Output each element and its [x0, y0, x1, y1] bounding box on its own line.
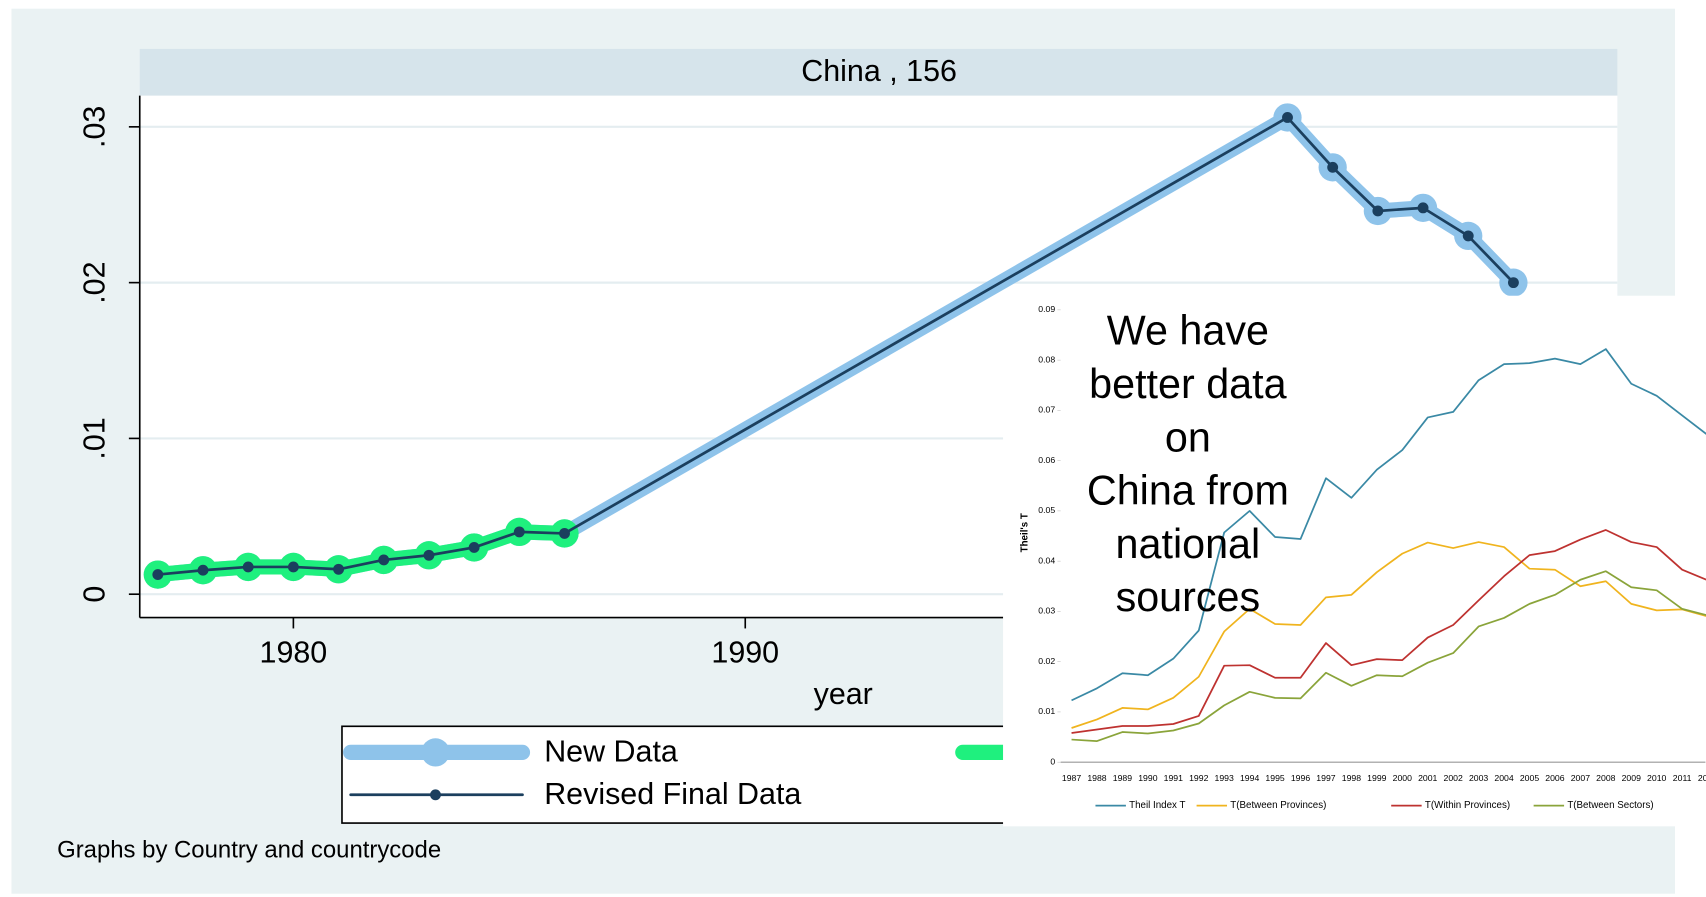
annotation-line: China from [1087, 468, 1289, 514]
x-tick-label: 1999 [1367, 773, 1386, 783]
marker [468, 542, 480, 553]
x-tick-label: 1989 [1113, 773, 1132, 783]
inset-y-axis-title: Theil's T [1019, 513, 1030, 552]
inset-background [1003, 295, 1706, 827]
x-tick-label: 2004 [1494, 773, 1513, 783]
legend-box [341, 725, 1104, 824]
legend-marker [421, 738, 450, 767]
legend-label: T(Within Provinces) [1425, 800, 1510, 811]
marker [559, 528, 570, 539]
x-tick-label: 2001 [1418, 773, 1437, 783]
x-tick-label: 1996 [1291, 773, 1310, 783]
y-tick-label: 0.08 [1038, 354, 1055, 364]
series-line [1071, 529, 1706, 734]
marker [197, 564, 209, 576]
marker [242, 561, 254, 573]
marker [423, 549, 435, 561]
annotation-line: on [1165, 414, 1211, 460]
series-line [1071, 570, 1706, 742]
main-chart: 0 .01 .02 .03 1980 1990 [77, 95, 1618, 670]
x-tick-label: 2011 [1673, 773, 1692, 783]
x-tick-label: 1990 [711, 636, 779, 670]
annotation-line: national [1116, 521, 1261, 567]
annotation-line: We have [1107, 308, 1269, 354]
marker [1282, 112, 1293, 123]
annotation-line: sources [1116, 574, 1261, 620]
legend-label: Theil Index T [1129, 800, 1185, 811]
x-tick-label: 2002 [1444, 773, 1463, 783]
x-tick-label: 1991 [1164, 773, 1183, 783]
y-tick-label: 0.03 [1038, 606, 1055, 616]
x-tick-label: 2005 [1520, 773, 1539, 783]
subtitle-bar [139, 48, 1618, 96]
marker [1462, 230, 1474, 242]
x-tick-label: 2012 [1698, 773, 1706, 783]
y-tick-label: .01 [77, 417, 111, 459]
x-tick-label: 1988 [1087, 773, 1106, 783]
x-tick-label: 1990 [1138, 773, 1157, 783]
marker [1372, 205, 1384, 217]
x-axis-title: year [814, 677, 873, 711]
annotation: We have better data on China from national so… [1087, 308, 1289, 620]
y-tick-label: 0.02 [1038, 656, 1055, 666]
inset-chart: 0 0.01 0.02 0.03 0.04 0.05 0.06 0.07 0.08 0.09 198… [1038, 304, 1706, 811]
x-tick-label: 2000 [1393, 773, 1412, 783]
marker [513, 526, 525, 538]
x-tick-label: 1987 [1062, 773, 1081, 783]
x-tick-label: 2009 [1622, 773, 1641, 783]
x-tick-label: 1995 [1265, 773, 1284, 783]
x-tick-label: 1994 [1240, 773, 1259, 783]
x-tick-label: 2003 [1469, 773, 1488, 783]
y-tick-label: 0.01 [1038, 706, 1055, 716]
legend-label: T(Between Sectors) [1567, 800, 1653, 811]
marker [1327, 161, 1339, 173]
legend: New Data Revised Final Data [343, 735, 1143, 811]
marker [378, 554, 390, 566]
x-tick-label: 2008 [1596, 773, 1615, 783]
x-tick-label: 1997 [1316, 773, 1335, 783]
y-tick-label: .03 [77, 106, 111, 148]
y-tick-label: 0.07 [1038, 405, 1055, 415]
x-tick-label: 1992 [1189, 773, 1208, 783]
y-tick-label: 0 [77, 586, 111, 603]
series-line [1071, 348, 1706, 702]
marker [1417, 202, 1429, 214]
legend-marker [430, 789, 441, 801]
x-tick-label: 2007 [1571, 773, 1590, 783]
note: Graphs by Country and countrycode [57, 837, 441, 864]
marker [152, 569, 164, 581]
legend-label: New Data [544, 735, 678, 769]
legend-label: T(Between Provinces) [1230, 800, 1326, 811]
y-tick-label: 0.09 [1038, 304, 1055, 314]
x-tick-label: 2010 [1647, 773, 1666, 783]
x-tick-label: 1980 [260, 636, 328, 670]
x-tick-label: 1993 [1215, 773, 1234, 783]
marker [333, 563, 345, 575]
y-tick-label: .02 [77, 261, 111, 303]
y-tick-label: 0 [1050, 756, 1055, 766]
chart-title: China , 156 [801, 54, 957, 88]
marker [287, 561, 299, 573]
x-tick-label: 2006 [1545, 773, 1564, 783]
series-line [1071, 541, 1706, 729]
y-tick-label: 0.04 [1038, 555, 1055, 565]
x-tick-label: 1998 [1342, 773, 1361, 783]
legend-label: Revised Final Data [544, 777, 801, 811]
y-tick-label: 0.06 [1038, 455, 1055, 465]
series-line [156, 116, 1515, 576]
marker [1507, 277, 1519, 289]
y-tick-label: 0.05 [1038, 505, 1055, 515]
annotation-line: better data [1089, 361, 1286, 407]
